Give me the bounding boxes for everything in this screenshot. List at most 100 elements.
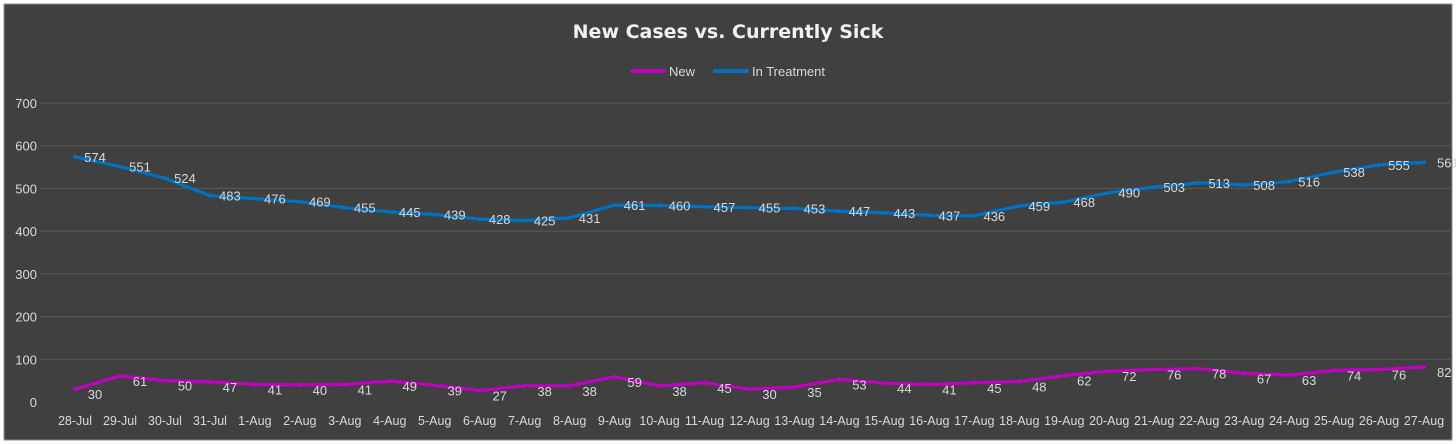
data-point-in-treatment-9-aug[interactable] xyxy=(612,203,617,208)
data-point-new-28-jul[interactable] xyxy=(73,387,77,392)
data-point-in-treatment-27-aug[interactable] xyxy=(1422,160,1426,165)
data-point-new-30-jul[interactable] xyxy=(162,378,167,383)
y-tick-label-0: 0 xyxy=(30,395,37,410)
data-point-new-14-aug[interactable] xyxy=(837,377,842,382)
y-tick-label-200: 200 xyxy=(15,310,37,325)
x-tick-label-9-aug: 9-Aug xyxy=(598,414,631,428)
data-label-new-26-aug: 76 xyxy=(1392,368,1406,383)
data-point-in-treatment-17-aug[interactable] xyxy=(972,213,977,218)
data-point-new-21-aug[interactable] xyxy=(1152,367,1157,372)
data-point-in-treatment-3-aug[interactable] xyxy=(342,205,347,210)
x-tick-label-23-aug: 23-Aug xyxy=(1224,414,1264,428)
data-label-in-treatment-12-aug: 455 xyxy=(759,201,781,216)
data-point-new-4-aug[interactable] xyxy=(387,379,392,384)
data-point-in-treatment-19-aug[interactable] xyxy=(1062,200,1067,205)
data-point-new-29-jul[interactable] xyxy=(117,373,122,378)
data-point-in-treatment-25-aug[interactable] xyxy=(1332,170,1337,175)
data-label-new-21-aug: 76 xyxy=(1167,368,1181,383)
data-point-new-5-aug[interactable] xyxy=(432,383,437,388)
data-point-in-treatment-7-aug[interactable] xyxy=(522,218,527,223)
data-point-in-treatment-12-aug[interactable] xyxy=(747,205,752,210)
x-tick-label-24-aug: 24-Aug xyxy=(1269,414,1309,428)
data-label-in-treatment-2-aug: 469 xyxy=(309,195,331,210)
data-point-in-treatment-29-jul[interactable] xyxy=(117,164,122,169)
data-point-in-treatment-5-aug[interactable] xyxy=(432,212,437,217)
data-point-new-24-aug[interactable] xyxy=(1287,373,1292,378)
data-point-in-treatment-11-aug[interactable] xyxy=(702,204,707,209)
data-label-in-treatment-20-aug: 490 xyxy=(1118,186,1140,201)
data-point-new-6-aug[interactable] xyxy=(477,388,482,393)
chart-area[interactable] xyxy=(3,3,1453,441)
series xyxy=(73,154,1426,393)
data-point-new-31-jul[interactable] xyxy=(207,379,212,384)
data-point-new-27-aug[interactable] xyxy=(1422,364,1426,369)
data-point-in-treatment-6-aug[interactable] xyxy=(477,217,482,222)
data-point-in-treatment-20-aug[interactable] xyxy=(1107,190,1112,195)
x-tick-label-19-aug: 19-Aug xyxy=(1044,414,1084,428)
data-point-new-17-aug[interactable] xyxy=(972,380,977,385)
data-label-new-3-aug: 41 xyxy=(358,382,372,397)
data-label-in-treatment-4-aug: 445 xyxy=(399,205,421,220)
data-point-new-1-aug[interactable] xyxy=(252,382,257,387)
data-label-new-4-aug: 49 xyxy=(403,379,417,394)
data-point-in-treatment-2-aug[interactable] xyxy=(297,199,302,204)
data-point-in-treatment-21-aug[interactable] xyxy=(1152,185,1157,190)
data-point-in-treatment-24-aug[interactable] xyxy=(1287,179,1292,184)
data-point-in-treatment-10-aug[interactable] xyxy=(657,203,662,208)
data-label-in-treatment-7-aug: 425 xyxy=(534,213,556,228)
data-label-new-6-aug: 27 xyxy=(492,388,506,403)
data-point-in-treatment-23-aug[interactable] xyxy=(1242,183,1247,188)
data-point-new-7-aug[interactable] xyxy=(522,383,527,388)
x-tick-label-5-aug: 5-Aug xyxy=(418,414,451,428)
data-point-in-treatment-14-aug[interactable] xyxy=(837,209,842,214)
y-axis-ticks: 0 100 200 300 400 500 600 700 xyxy=(15,96,37,410)
data-point-in-treatment-31-jul[interactable] xyxy=(207,193,212,198)
data-point-in-treatment-18-aug[interactable] xyxy=(1017,203,1022,208)
data-point-in-treatment-30-jul[interactable] xyxy=(162,176,167,181)
data-point-in-treatment-4-aug[interactable] xyxy=(387,209,392,214)
data-point-new-25-aug[interactable] xyxy=(1332,368,1337,373)
data-point-new-20-aug[interactable] xyxy=(1107,369,1112,374)
x-tick-label-30-jul: 30-Jul xyxy=(148,414,182,428)
data-point-in-treatment-8-aug[interactable] xyxy=(567,215,572,220)
data-point-new-12-aug[interactable] xyxy=(747,387,752,392)
data-label-in-treatment-9-aug: 461 xyxy=(624,198,646,213)
data-point-new-11-aug[interactable] xyxy=(702,380,707,385)
data-label-in-treatment-19-aug: 468 xyxy=(1073,195,1095,210)
data-point-in-treatment-16-aug[interactable] xyxy=(927,213,932,218)
data-point-new-18-aug[interactable] xyxy=(1017,379,1022,384)
data-point-new-3-aug[interactable] xyxy=(342,382,347,387)
data-label-new-25-aug: 74 xyxy=(1347,368,1361,383)
x-tick-label-31-jul: 31-Jul xyxy=(193,414,227,428)
x-tick-label-1-aug: 1-Aug xyxy=(238,414,271,428)
data-point-new-23-aug[interactable] xyxy=(1242,371,1247,376)
data-label-new-2-aug: 40 xyxy=(313,383,327,398)
x-tick-label-6-aug: 6-Aug xyxy=(463,414,496,428)
data-point-new-15-aug[interactable] xyxy=(882,381,887,386)
data-label-new-17-aug: 45 xyxy=(987,381,1001,396)
data-point-new-13-aug[interactable] xyxy=(792,385,797,390)
data-point-in-treatment-1-aug[interactable] xyxy=(252,196,257,201)
data-point-in-treatment-28-jul[interactable] xyxy=(73,154,77,159)
data-point-new-2-aug[interactable] xyxy=(297,382,302,387)
data-label-new-5-aug: 39 xyxy=(447,383,461,398)
data-label-in-treatment-22-aug: 513 xyxy=(1208,176,1230,191)
data-point-in-treatment-13-aug[interactable] xyxy=(792,206,797,211)
data-point-in-treatment-22-aug[interactable] xyxy=(1197,180,1202,185)
data-point-new-8-aug[interactable] xyxy=(567,383,572,388)
data-point-in-treatment-15-aug[interactable] xyxy=(882,210,887,215)
data-label-in-treatment-16-aug: 437 xyxy=(939,208,961,223)
legend[interactable]: New In Treatment xyxy=(630,64,825,79)
data-point-new-19-aug[interactable] xyxy=(1062,373,1067,378)
data-label-new-7-aug: 38 xyxy=(537,384,551,399)
data-label-new-20-aug: 72 xyxy=(1122,369,1136,384)
data-point-new-9-aug[interactable] xyxy=(612,374,617,379)
data-point-in-treatment-26-aug[interactable] xyxy=(1377,162,1382,167)
data-point-new-26-aug[interactable] xyxy=(1377,367,1382,372)
data-point-new-16-aug[interactable] xyxy=(927,382,932,387)
data-point-new-10-aug[interactable] xyxy=(657,383,662,388)
data-point-new-22-aug[interactable] xyxy=(1197,366,1202,371)
x-tick-label-26-aug: 26-Aug xyxy=(1359,414,1399,428)
data-label-in-treatment-10-aug: 460 xyxy=(669,199,691,214)
